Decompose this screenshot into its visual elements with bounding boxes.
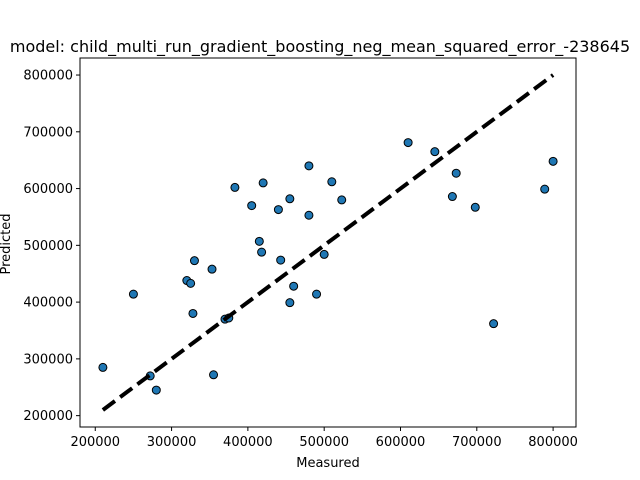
plot-border	[79, 57, 577, 428]
data-point	[430, 147, 440, 157]
data-point	[186, 278, 196, 288]
data-point	[548, 156, 558, 166]
data-point	[304, 210, 314, 220]
data-point	[230, 182, 240, 192]
data-point	[304, 161, 314, 171]
reference-line	[101, 73, 555, 412]
data-point	[207, 264, 217, 274]
y-tick-label: 400000	[23, 296, 73, 311]
y-tick-label: 600000	[23, 182, 73, 197]
data-point	[189, 256, 199, 266]
x-axis-label: Measured	[296, 456, 360, 471]
x-tick-label: 300000	[147, 435, 197, 450]
y-axis-label: Predicted	[0, 213, 14, 274]
data-point	[327, 177, 337, 187]
x-tick-label: 400000	[223, 435, 273, 450]
y-tick-label: 800000	[23, 69, 73, 84]
data-point	[403, 138, 413, 148]
x-tick-label: 600000	[376, 435, 426, 450]
y-axis: 200000 300000 400000 500000 600000 700000 8000…	[23, 69, 80, 424]
data-point	[258, 178, 268, 188]
data-point	[319, 249, 329, 259]
y-tick-label: 300000	[23, 352, 73, 367]
data-point	[289, 281, 299, 291]
data-point	[247, 201, 257, 211]
data-point	[273, 205, 283, 215]
x-tick-label: 800000	[528, 435, 578, 450]
y-tick-label: 200000	[23, 409, 73, 424]
data-point	[98, 362, 108, 372]
x-tick-label: 500000	[299, 435, 349, 450]
data-point	[489, 319, 499, 329]
data-point	[285, 298, 295, 308]
data-point	[470, 202, 480, 212]
data-point	[209, 370, 219, 380]
data-point	[254, 236, 264, 246]
chart-title: model: child_multi_run_gradient_boosting…	[10, 37, 630, 57]
y-tick-label: 700000	[23, 125, 73, 140]
x-tick-label: 200000	[70, 435, 120, 450]
data-point	[188, 308, 198, 318]
plot-area	[79, 57, 577, 428]
points-layer	[98, 138, 558, 395]
data-point	[285, 194, 295, 204]
x-axis: 200000 300000 400000 500000 600000 700000 8000…	[70, 427, 578, 450]
y-tick-label: 500000	[23, 239, 73, 254]
data-point	[276, 255, 286, 265]
data-point	[312, 289, 322, 299]
data-point	[451, 168, 461, 178]
data-point	[540, 184, 550, 194]
x-tick-label: 700000	[452, 435, 502, 450]
data-point	[151, 385, 161, 395]
data-point	[257, 247, 267, 257]
data-point	[128, 289, 138, 299]
data-point	[447, 192, 457, 202]
data-point	[337, 195, 347, 205]
